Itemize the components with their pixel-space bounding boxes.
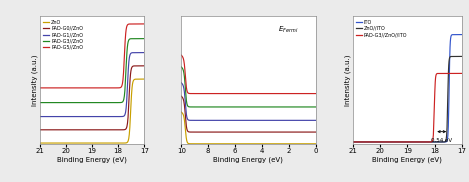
Text: $E_{Fermi}$: $E_{Fermi}$ [278,25,298,35]
Y-axis label: Intensity (a.u.): Intensity (a.u.) [32,54,38,106]
X-axis label: Binding Energy (eV): Binding Energy (eV) [213,157,283,163]
Legend: ZnO, PAD-G0//ZnO, PAD-G1//ZnO, PAD-G3//ZnO, PAD-G5//ZnO: ZnO, PAD-G0//ZnO, PAD-G1//ZnO, PAD-G3//Z… [42,19,84,51]
X-axis label: Binding Energy (eV): Binding Energy (eV) [57,157,127,163]
Y-axis label: Intensity (a.u.): Intensity (a.u.) [345,54,351,106]
Text: 0.54 eV: 0.54 eV [431,138,452,143]
X-axis label: Binding Energy (eV): Binding Energy (eV) [372,157,442,163]
Legend: ITO, ZnO//ITO, PAD-G3//ZnO//ITO: ITO, ZnO//ITO, PAD-G3//ZnO//ITO [355,19,408,38]
